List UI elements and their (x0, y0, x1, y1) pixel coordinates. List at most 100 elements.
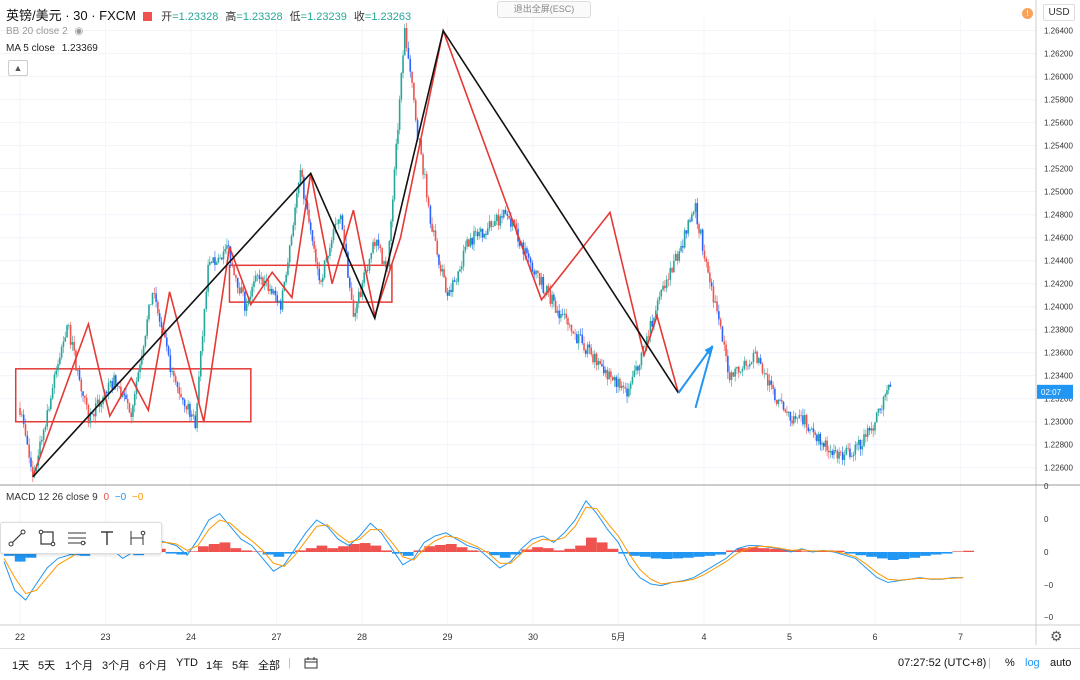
candle-body (105, 391, 108, 394)
candle-body (665, 279, 668, 289)
rectangle-icon[interactable] (33, 524, 61, 552)
candle-body (287, 262, 289, 275)
candle-body (125, 394, 127, 400)
fib-retracement-icon[interactable] (63, 524, 91, 552)
trend-line-icon[interactable] (3, 524, 31, 552)
candle-body (123, 393, 126, 395)
clock-display[interactable]: 07:27:52 (UTC+8) (898, 657, 987, 669)
candle-body (236, 277, 239, 288)
candle-body (766, 374, 769, 386)
flag-icon (143, 12, 153, 21)
candle-body (687, 220, 690, 234)
candle-body (219, 257, 221, 259)
candle-body (829, 451, 832, 453)
macd-hist-bar (435, 544, 446, 552)
candle-body (524, 248, 526, 255)
candle-body (866, 428, 869, 437)
bb-indicator[interactable]: BB 20 close 2 ◉ (6, 26, 83, 37)
range-1y[interactable]: 1年 (206, 660, 224, 672)
candle-body (774, 388, 776, 401)
candle-body (254, 275, 257, 282)
macd-hist-bar (758, 548, 770, 552)
alert-icon[interactable]: ! (1022, 8, 1033, 19)
candle-body (272, 290, 275, 294)
range-3m[interactable]: 3个月 (102, 660, 131, 672)
chevron-up-icon[interactable]: ▲ (8, 60, 28, 76)
candle-body (276, 295, 279, 302)
candle-body (431, 223, 433, 232)
candle-body (356, 303, 358, 314)
candle-body (723, 341, 726, 345)
candle-body (629, 383, 632, 389)
symbol-title[interactable]: 英镑/美元 · 30 · FXCM (6, 8, 137, 23)
candle-body (343, 229, 346, 244)
y-tick-label: 1.22600 (1044, 464, 1073, 473)
candle-body (24, 424, 27, 436)
candle-body (786, 411, 788, 413)
candle-body (856, 444, 858, 446)
candle-body (884, 394, 887, 397)
candle-body (233, 265, 235, 276)
date-range-icon[interactable] (123, 524, 151, 552)
range-5d[interactable]: 5天 (38, 660, 56, 672)
macd-hist-bar (855, 552, 867, 556)
gear-icon[interactable]: ⚙ (1050, 628, 1063, 644)
percent-toggle[interactable]: % (1005, 657, 1015, 669)
candle-body (173, 371, 175, 377)
currency-button[interactable]: USD (1043, 4, 1075, 21)
macd-legend[interactable]: MACD 12 26 close 9 0 −0 −0 (6, 492, 143, 503)
candle-body (51, 387, 54, 399)
y-tick-label: 1.24600 (1044, 234, 1073, 243)
eye-off-icon[interactable]: ◉ (74, 26, 84, 37)
candle-body (41, 439, 43, 442)
range-5y[interactable]: 5年 (232, 660, 250, 672)
candle-body (601, 364, 603, 367)
candle-body (244, 291, 246, 311)
calendar-icon[interactable] (304, 657, 318, 672)
candle-body (662, 285, 664, 290)
candle-body (468, 239, 470, 247)
range-6m[interactable]: 6个月 (139, 660, 168, 672)
candle-body (452, 280, 454, 293)
candle-body (531, 262, 534, 272)
candle-body (872, 428, 874, 431)
candle-body (812, 428, 815, 433)
range-1d[interactable]: 1天 (12, 660, 30, 672)
candle-body (183, 399, 186, 407)
candle-body (583, 343, 585, 351)
range-ytd[interactable]: YTD (176, 657, 198, 669)
range-all[interactable]: 全部 (258, 660, 280, 672)
candle-body (800, 415, 802, 416)
candle-body (347, 251, 349, 278)
auto-toggle[interactable]: auto (1050, 657, 1072, 669)
range-1m[interactable]: 1个月 (65, 660, 94, 672)
candle-body (462, 250, 465, 267)
candle-body (304, 198, 307, 201)
candle-body (413, 82, 415, 101)
candle-body (828, 450, 830, 453)
macd-hist-bar (456, 547, 468, 552)
candle-body (696, 203, 699, 225)
candle-body (712, 286, 715, 303)
candle-body (89, 413, 92, 424)
macd-hist-bar (25, 552, 37, 558)
candle-body (613, 377, 616, 381)
macd-hist-bar (445, 544, 457, 552)
candle-body (80, 379, 83, 392)
macd-hist-bar (295, 550, 306, 552)
candle-body (676, 253, 679, 261)
macd-hist-bar (930, 552, 942, 555)
text-icon[interactable] (93, 524, 121, 552)
macd-hist-bar (392, 552, 403, 554)
ma-indicator[interactable]: MA 5 close 1.23369 (6, 43, 98, 54)
x-tick-label: 27 (271, 632, 281, 642)
candle-body (318, 268, 321, 281)
candle-body (570, 324, 573, 332)
exit-fullscreen-button[interactable]: 退出全屏(ESC) (497, 1, 591, 18)
log-toggle[interactable]: log (1025, 657, 1040, 669)
macd-tick-label: −0 (1044, 581, 1054, 590)
candle-body (160, 321, 163, 328)
candle-body (53, 374, 56, 388)
